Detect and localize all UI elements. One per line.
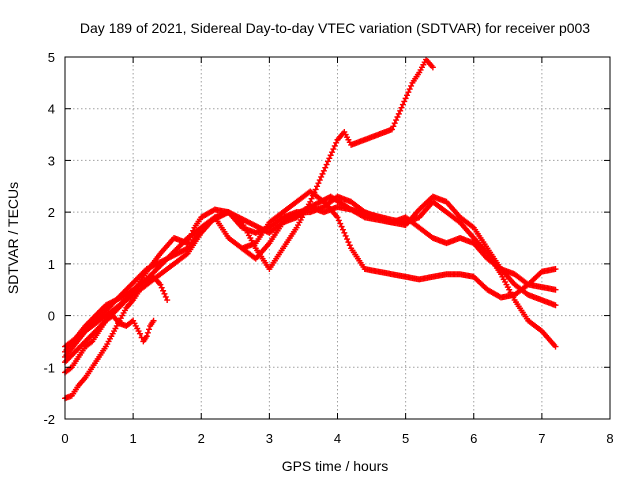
data-point-marker (157, 281, 164, 288)
data-point-marker (552, 343, 559, 350)
data-point-marker (318, 173, 325, 180)
data-point-marker (398, 104, 405, 111)
data-point-marker (314, 183, 321, 190)
data-point-marker (160, 287, 167, 294)
data-point-marker (389, 126, 395, 133)
data-point-marker (390, 123, 397, 130)
data-point-marker (339, 226, 346, 233)
x-tick-label: 4 (334, 431, 341, 446)
data-point-marker (146, 326, 153, 333)
x-tick-label: 7 (538, 431, 545, 446)
tick-labels: 0 1 2 3 4 5 6 7 8 -2 -1 0 1 2 3 4 5 (43, 50, 613, 446)
data-point-marker (322, 164, 329, 171)
data-point-marker (406, 86, 413, 93)
grid (65, 57, 610, 419)
data-point-marker (308, 195, 315, 202)
data-point-marker (403, 92, 410, 99)
data-point-marker (324, 158, 331, 165)
data-point-marker (161, 290, 168, 297)
data-point-marker (552, 302, 559, 309)
data-point-marker (319, 170, 326, 177)
data-point-marker (395, 110, 402, 117)
data-point-marker (345, 239, 352, 246)
data-point-marker (342, 232, 349, 239)
y-tick-label: 2 (48, 205, 55, 220)
data-point-marker (162, 293, 169, 300)
data-point-marker (408, 82, 415, 89)
data-point-marker (164, 297, 171, 304)
data-point-marker (402, 95, 409, 102)
data-point-marker (307, 198, 314, 205)
x-tick-label: 6 (470, 431, 477, 446)
x-tick-label: 3 (266, 431, 273, 446)
data-point-marker (429, 64, 436, 71)
y-tick-label: -1 (43, 360, 55, 375)
data-point-marker (552, 266, 559, 273)
data-point-marker (158, 284, 165, 291)
data-point-marker (397, 107, 404, 114)
y-tick-label: 3 (48, 153, 55, 168)
data-point-marker (327, 152, 334, 159)
data-point-marker (341, 229, 348, 236)
data-point-marker (150, 317, 157, 324)
axis-ticks (64, 56, 611, 420)
data-point-marker (136, 330, 143, 337)
y-tick-label: 5 (48, 50, 55, 65)
data-point-marker (338, 223, 345, 230)
data-point-marker (326, 155, 333, 162)
data-point-marker (312, 186, 319, 193)
x-tick-label: 5 (402, 431, 409, 446)
y-tick-label: -2 (43, 412, 55, 427)
data-point-marker (334, 214, 341, 221)
x-tick-label: 8 (606, 431, 613, 446)
data-point-marker (143, 333, 150, 340)
data-point-marker (315, 180, 322, 187)
data-point-marker (335, 217, 342, 224)
x-tick-label: 2 (198, 431, 205, 446)
data-point-marker (320, 167, 327, 174)
series-markers (239, 193, 559, 309)
data-point-marker (333, 139, 340, 146)
data-point-marker (344, 236, 351, 243)
data-point-marker (405, 89, 412, 96)
data-point-marker (144, 329, 151, 336)
y-tick-label: 1 (48, 257, 55, 272)
x-tick-label: 0 (61, 431, 68, 446)
data-point-marker (552, 286, 559, 293)
data-point-marker (399, 101, 406, 108)
y-tick-label: 0 (48, 309, 55, 324)
data-point-marker (323, 161, 330, 168)
data-point-marker (330, 146, 337, 153)
y-axis-label: SDTVAR / TECUs (5, 182, 21, 294)
data-point-marker (393, 117, 400, 124)
y-tick-label: 4 (48, 102, 55, 117)
chart-title: Day 189 of 2021, Sidereal Day-to-day VTE… (80, 20, 590, 36)
x-tick-label: 1 (130, 431, 137, 446)
series-track-7 (239, 193, 559, 309)
data-point-marker (337, 220, 344, 227)
x-axis-label: GPS time / hours (282, 458, 389, 474)
data-point-marker (316, 177, 323, 184)
data-point-marker (401, 98, 408, 105)
data-point-marker (391, 120, 398, 127)
data-point-marker (394, 113, 401, 120)
data-point-marker (346, 242, 353, 249)
series-layer (62, 56, 559, 402)
data-point-marker (331, 142, 338, 149)
data-point-marker (329, 149, 336, 156)
